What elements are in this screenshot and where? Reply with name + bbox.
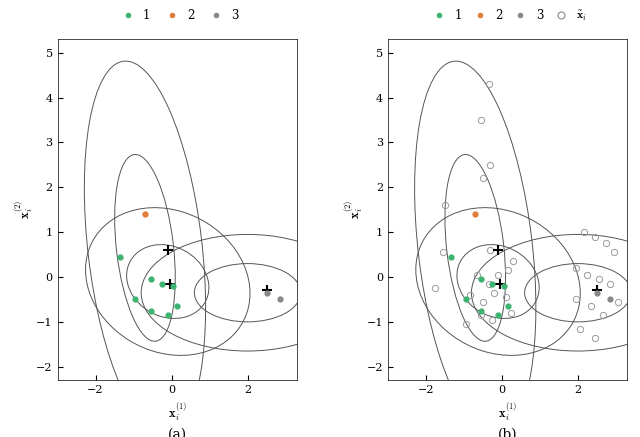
- X-axis label: $\mathbf{x}_i^{(1)}$: $\mathbf{x}_i^{(1)}$: [498, 401, 517, 423]
- Text: (a): (a): [168, 428, 187, 437]
- Y-axis label: $\mathbf{x}_i^{(2)}$: $\mathbf{x}_i^{(2)}$: [343, 200, 365, 219]
- X-axis label: $\mathbf{x}_i^{(1)}$: $\mathbf{x}_i^{(1)}$: [168, 401, 187, 423]
- Legend: 1, 2, 3: 1, 2, 3: [111, 4, 243, 27]
- Text: (b): (b): [498, 428, 517, 437]
- Legend: 1, 2, 3, $\tilde{\mathbf{x}}_i$: 1, 2, 3, $\tilde{\mathbf{x}}_i$: [423, 4, 592, 28]
- Y-axis label: $\mathbf{x}_i^{(2)}$: $\mathbf{x}_i^{(2)}$: [13, 200, 35, 219]
